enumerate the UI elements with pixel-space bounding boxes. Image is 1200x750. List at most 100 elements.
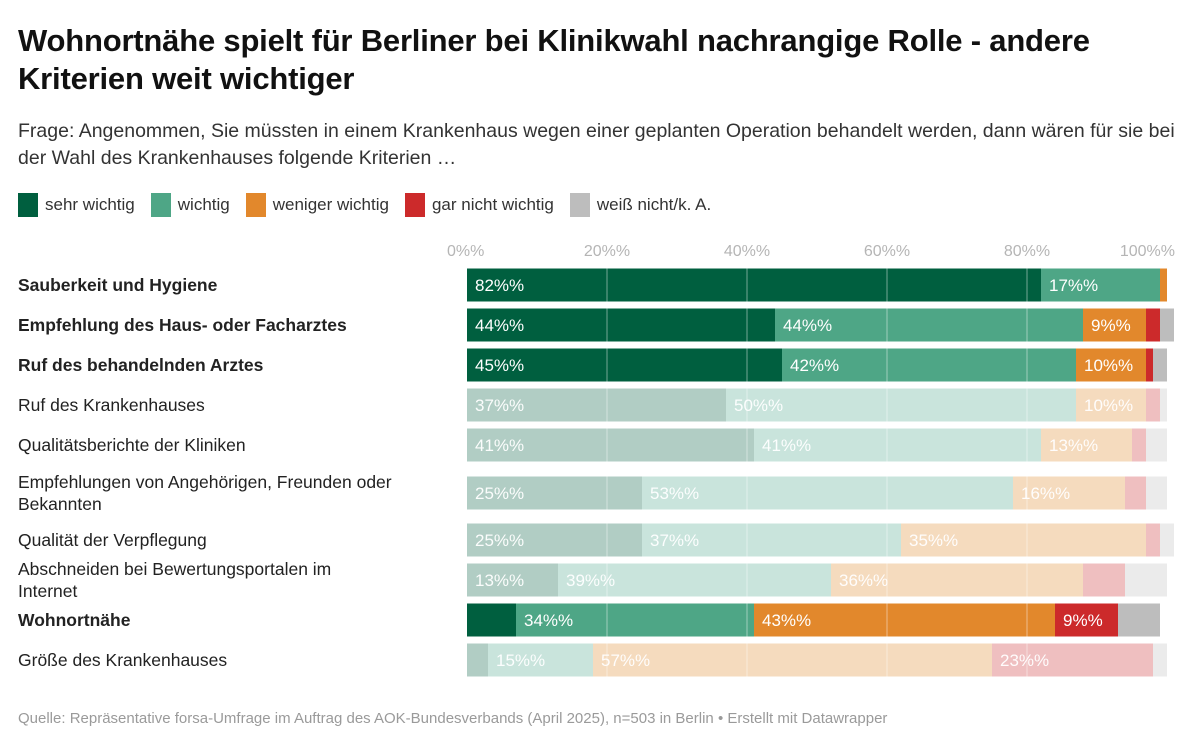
- bar-segment: [467, 268, 1041, 302]
- row-label: Wohnortnähe: [18, 610, 131, 630]
- bar-segment: [593, 643, 992, 677]
- bar-segment: [775, 308, 1083, 342]
- data-label: 44%%: [783, 316, 832, 335]
- bar-segment: [488, 643, 593, 677]
- data-label: 13%%: [1049, 436, 1098, 455]
- data-label: 10%%: [1084, 356, 1133, 375]
- bar-segment: [467, 563, 558, 597]
- legend: sehr wichtig wichtig weniger wichtig gar…: [18, 193, 711, 217]
- bar-segment: [1146, 428, 1167, 462]
- legend-swatch: [245, 193, 266, 217]
- legend-label: sehr wichtig: [45, 195, 135, 214]
- data-label: 43%%: [762, 611, 811, 630]
- data-label: 10%%: [1084, 396, 1133, 415]
- bar-segment: [467, 476, 642, 510]
- chart-title: Wohnortnähe spielt für Berliner bei Klin…: [18, 23, 1090, 96]
- bar-segment: [1153, 348, 1167, 382]
- bar-segment: [1160, 523, 1174, 557]
- legend-swatch: [18, 193, 38, 217]
- data-label: 25%%: [475, 531, 524, 550]
- legend-label: gar nicht wichtig: [431, 195, 554, 214]
- data-label: 39%%: [566, 571, 615, 590]
- bar-segment: [642, 523, 901, 557]
- data-label: 23%%: [1000, 651, 1049, 670]
- bar-segment: [1041, 428, 1132, 462]
- bar-segment: [1146, 308, 1160, 342]
- bar-segment: [1013, 476, 1125, 510]
- legend-swatch: [569, 193, 590, 217]
- data-label: 25%%: [475, 484, 524, 503]
- data-label: 17%%: [1049, 276, 1098, 295]
- legend-swatch: [404, 193, 425, 217]
- legend-item-sehr-wichtig: sehr wichtig: [18, 193, 135, 217]
- stacked-bar-chart: 0%% 20%% 40%% 60%% 80%% 100%% Sauberkeit und H…: [18, 243, 1175, 680]
- data-label: 42%%: [790, 356, 839, 375]
- bar-segment: [1076, 348, 1146, 382]
- bar-segment: [1083, 308, 1146, 342]
- data-label: 13%%: [475, 571, 524, 590]
- data-label: 53%%: [650, 484, 699, 503]
- row-label: Qualität der Verpflegung: [18, 530, 207, 550]
- bar-segment: [1160, 308, 1174, 342]
- bar-segment: [467, 603, 516, 637]
- x-tick-label: 0%%: [447, 243, 484, 260]
- x-tick-label: 100%%: [1120, 243, 1175, 260]
- legend-item-weniger-wichtig: weniger wichtig: [245, 193, 389, 217]
- data-label: 41%%: [762, 436, 811, 455]
- x-tick-label: 20%%: [584, 243, 630, 260]
- data-label: 35%%: [909, 531, 958, 550]
- data-label: 57%%: [601, 651, 650, 670]
- bar-segment: [1146, 348, 1153, 382]
- data-label: 41%%: [475, 436, 524, 455]
- bar-segment: [1153, 643, 1167, 677]
- bar-segment: [1160, 268, 1167, 302]
- x-tick-label: 80%%: [1004, 243, 1050, 260]
- legend-item-weiss-nicht: weiß nicht/k. A.: [569, 193, 712, 217]
- data-label: 44%%: [475, 316, 524, 335]
- bar-segment: [642, 476, 1013, 510]
- row-label: Qualitätsberichte der Kliniken: [18, 435, 246, 455]
- data-label: 82%%: [475, 276, 524, 295]
- row-label: Ruf des behandelnden Arztes: [18, 355, 264, 375]
- bar-segment: [1076, 388, 1146, 422]
- bar-segment: [467, 428, 754, 462]
- bar-segment: [1041, 268, 1160, 302]
- bar-segment: [558, 563, 831, 597]
- data-label: 50%%: [734, 396, 783, 415]
- legend-label: wichtig: [177, 195, 230, 214]
- bar-segment: [726, 388, 1076, 422]
- data-label: 34%%: [524, 611, 573, 630]
- bar-segment: [754, 603, 1055, 637]
- bar-segment: [754, 428, 1041, 462]
- data-label: 16%%: [1021, 484, 1070, 503]
- bar-segment: [1118, 603, 1160, 637]
- bar-segment: [1146, 476, 1167, 510]
- row-label: Ruf des Krankenhauses: [18, 395, 205, 415]
- bar-segment: [1160, 388, 1167, 422]
- bar-segment: [467, 348, 782, 382]
- data-label: 9%%: [1063, 611, 1103, 630]
- row-label: Größe des Krankenhauses: [18, 650, 227, 670]
- row-label: Abschneiden bei Bewertungsportalen im Int…: [18, 559, 331, 601]
- bar-segment: [1146, 523, 1160, 557]
- bar-segment: [992, 643, 1153, 677]
- bar-segment: [516, 603, 754, 637]
- bar-segment: [1146, 388, 1160, 422]
- chart-subtitle: Frage: Angenommen, Sie müssten in einem …: [18, 120, 1175, 169]
- bar-segment: [467, 308, 775, 342]
- legend-label: weniger wichtig: [272, 195, 389, 214]
- data-label: 15%%: [496, 651, 545, 670]
- bar-segment: [467, 388, 726, 422]
- bar-segment: [782, 348, 1076, 382]
- bar-segment: [467, 643, 488, 677]
- data-label: 45%%: [475, 356, 524, 375]
- legend-swatch: [150, 193, 171, 217]
- row-label: Sauberkeit und Hygiene: [18, 275, 218, 295]
- bar-segment: [831, 563, 1083, 597]
- x-tick-label: 60%%: [864, 243, 910, 260]
- row-label: Empfehlung des Haus- oder Facharztes: [18, 315, 347, 335]
- legend-label: weiß nicht/k. A.: [596, 195, 712, 214]
- data-label: 37%%: [650, 531, 699, 550]
- bar-segment: [1125, 563, 1167, 597]
- bar-segment: [1125, 476, 1146, 510]
